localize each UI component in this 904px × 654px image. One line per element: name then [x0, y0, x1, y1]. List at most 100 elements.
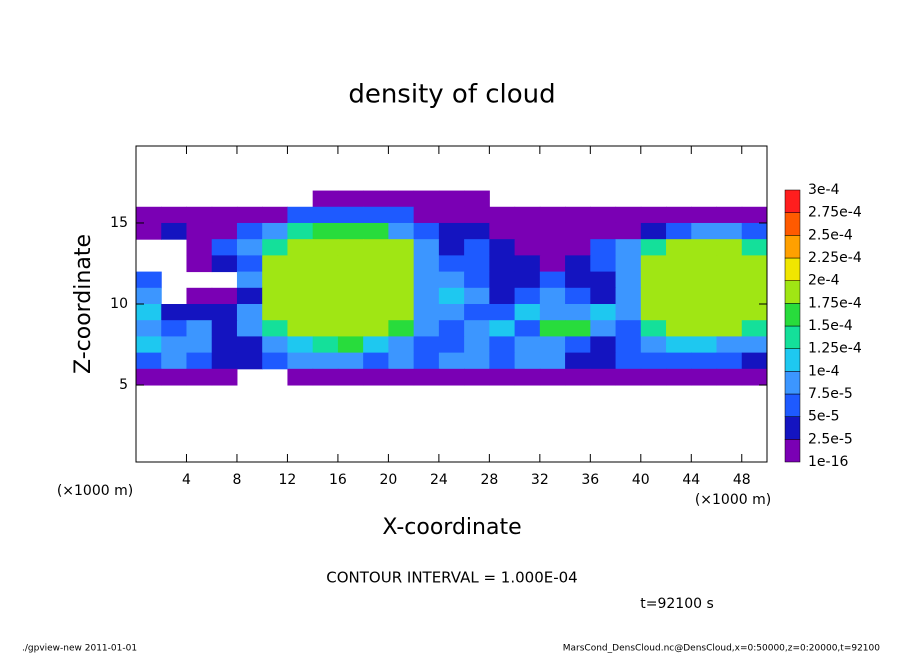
contour-cell	[186, 336, 213, 354]
contour-cell	[640, 239, 667, 256]
contour-cell	[640, 304, 667, 321]
contour-cell	[211, 206, 238, 224]
contour-cell	[363, 239, 389, 256]
contour-cell	[716, 206, 743, 224]
contour-cell	[691, 352, 718, 370]
contour-cell	[514, 239, 541, 256]
contour-cell	[287, 239, 314, 256]
contour-cell	[590, 255, 617, 273]
contour-cell	[312, 368, 339, 386]
colorbar-label: 1.5e-4	[808, 318, 853, 334]
contour-cell	[590, 287, 617, 305]
contour-cell	[640, 271, 667, 289]
contour-cell	[666, 239, 692, 256]
contour-cell	[691, 255, 718, 273]
contour-cell	[262, 255, 288, 273]
contour-cell	[287, 320, 314, 337]
contour-cell	[136, 206, 162, 224]
contour-cell	[287, 222, 314, 240]
colorbar-label: 2.75e-4	[808, 205, 862, 221]
contour-cell	[539, 336, 566, 354]
contour-cell	[136, 368, 162, 386]
contour-cell	[514, 368, 541, 386]
contour-cell	[666, 304, 692, 321]
contour-cell	[337, 336, 364, 354]
contour-cell	[666, 336, 692, 354]
x-tick-label: 28	[480, 472, 498, 488]
contour-cell	[388, 352, 415, 370]
colorbar-box	[784, 371, 801, 395]
contour-cell	[666, 206, 692, 224]
colorbar-label: 3e-4	[808, 182, 840, 198]
contour-cell	[464, 239, 490, 256]
contour-cell	[741, 352, 768, 370]
contour-cell	[211, 239, 238, 256]
x-tick-label: 40	[632, 472, 650, 488]
contour-cell	[438, 255, 465, 273]
contour-cell	[438, 352, 465, 370]
contour-cell	[388, 255, 415, 273]
contour-cell	[262, 287, 288, 305]
contour-cell	[464, 190, 490, 208]
contour-cell	[363, 206, 389, 224]
contour-cell	[640, 222, 667, 240]
x-tick-label: 12	[279, 472, 297, 488]
contour-cell	[161, 352, 187, 370]
colorbar-label: 1.25e-4	[808, 341, 862, 357]
contour-cell	[161, 320, 187, 337]
footer-left: ./gpview-new 2011-01-01	[22, 644, 137, 654]
contour-cell	[666, 320, 692, 337]
contour-cell	[438, 271, 465, 289]
contour-cell	[565, 352, 591, 370]
contour-cell	[287, 304, 314, 321]
contour-cell	[741, 304, 768, 321]
contour-cell	[514, 352, 541, 370]
colorbar-label: 1e-4	[808, 363, 840, 379]
contour-cell	[565, 239, 591, 256]
contour-cell	[363, 255, 389, 273]
contour-cell	[211, 320, 238, 337]
contour-cell	[489, 368, 516, 386]
contour-cell	[312, 271, 339, 289]
contour-cell	[464, 352, 490, 370]
x-tick-label: 44	[682, 472, 700, 488]
colorbar-box	[784, 303, 801, 327]
contour-cell	[716, 368, 743, 386]
contour-cell	[337, 190, 364, 208]
contour-cell	[514, 304, 541, 321]
contour-cell	[489, 320, 516, 337]
contour-cell	[337, 206, 364, 224]
x-tick-label: 24	[430, 472, 448, 488]
contour-cell	[337, 287, 364, 305]
contour-cell	[413, 255, 440, 273]
colorbar-box	[784, 235, 801, 259]
contour-cell	[615, 352, 642, 370]
contour-cell	[489, 304, 516, 321]
field	[136, 190, 768, 386]
colorbar-label: 7.5e-5	[808, 386, 853, 402]
contour-cell	[438, 304, 465, 321]
contour-cell	[413, 271, 440, 289]
contour-cell	[186, 352, 213, 370]
contour-cell	[590, 206, 617, 224]
contour-cell	[337, 271, 364, 289]
contour-cell	[691, 304, 718, 321]
contour-cell	[312, 304, 339, 321]
contour-cell	[489, 255, 516, 273]
contour-cell	[413, 206, 440, 224]
contour-cell	[539, 320, 566, 337]
contour-cell	[615, 320, 642, 337]
contour-cell	[363, 368, 389, 386]
contour-cell	[186, 206, 213, 224]
contour-cell	[312, 352, 339, 370]
contour-cell	[236, 320, 263, 337]
contour-cell	[363, 336, 389, 354]
contour-cell	[741, 287, 768, 305]
contour-cell	[590, 368, 617, 386]
colorbar-box	[784, 348, 801, 372]
contour-cell	[287, 271, 314, 289]
contour-cell	[388, 271, 415, 289]
contour-cell	[716, 255, 743, 273]
contour-cell	[413, 320, 440, 337]
